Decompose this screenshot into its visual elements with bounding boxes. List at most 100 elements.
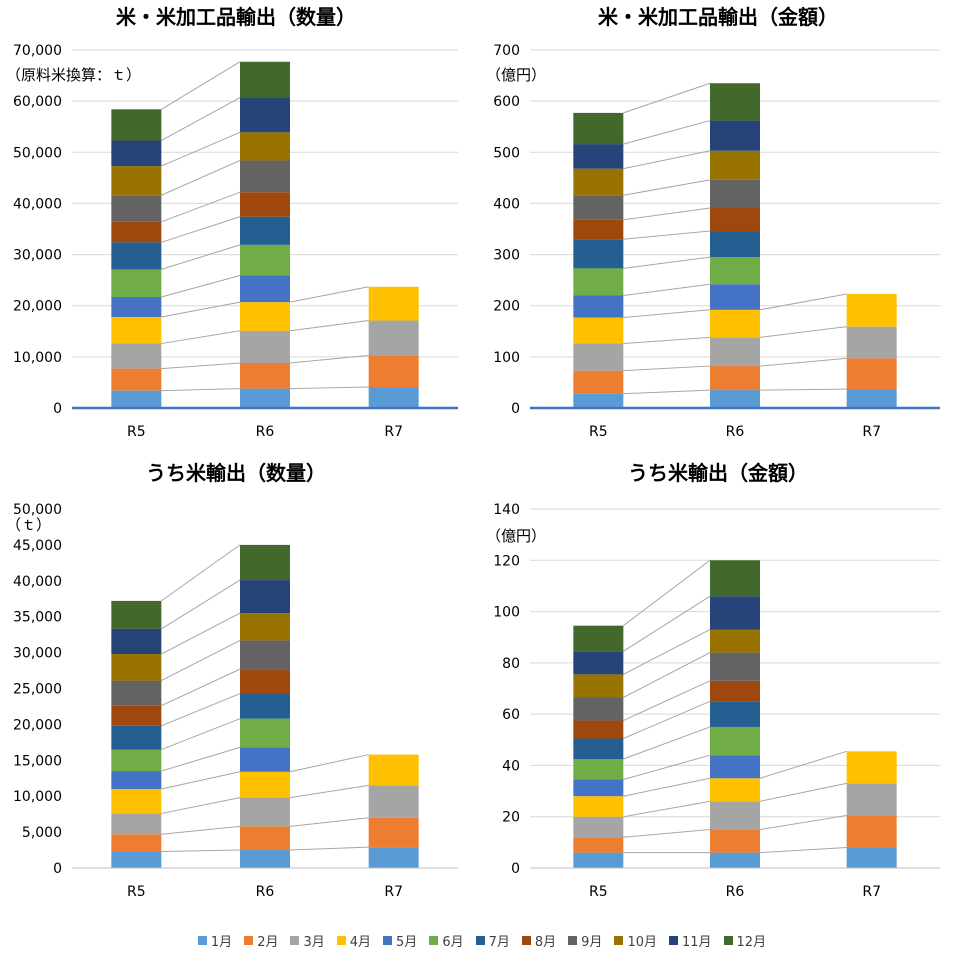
series-line <box>623 230 711 240</box>
bar-segment <box>111 600 162 629</box>
bar-segment <box>368 286 419 321</box>
series-line <box>161 191 241 223</box>
series-line <box>623 389 711 395</box>
y-tick-label: 35,000 <box>13 610 62 626</box>
series-line <box>161 301 241 318</box>
series-line <box>161 97 241 141</box>
series-line <box>289 386 369 390</box>
series-line <box>161 771 241 790</box>
series-line <box>623 365 711 372</box>
bar-segment <box>846 389 897 408</box>
bar-segment <box>573 697 624 721</box>
series-line <box>289 784 369 799</box>
y-tick-label: 30,000 <box>13 646 62 662</box>
bar-segment <box>240 718 290 748</box>
series-line <box>623 559 711 627</box>
bar-segment <box>573 295 624 318</box>
y-tick-label: 400 <box>493 196 520 212</box>
series-line <box>161 579 241 630</box>
bar-segment <box>710 120 760 151</box>
bar-segment <box>240 97 290 133</box>
legend-item-11: 11月 <box>668 931 712 950</box>
bar-segment <box>573 219 624 240</box>
series-line <box>161 693 241 727</box>
bar-segment <box>240 826 290 851</box>
bar-segment <box>240 640 290 670</box>
series-line <box>759 388 847 391</box>
bar-segment <box>368 754 419 786</box>
bar-segment <box>710 680 760 702</box>
series-line <box>623 829 711 838</box>
bar-segment <box>111 242 162 270</box>
bar-segment <box>240 330 290 363</box>
bar-segment <box>240 747 290 772</box>
y-tick-label: 40,000 <box>13 196 62 212</box>
bar-segment <box>710 337 760 367</box>
legend-label: 11月 <box>681 934 712 950</box>
x-tick-label: R6 <box>726 424 745 440</box>
legend-item-6: 6月 <box>429 931 464 950</box>
unit-label: （ｔ） <box>6 516 51 534</box>
bar-segment <box>240 669 290 694</box>
bar-segment <box>240 244 290 276</box>
bar-segment <box>710 390 760 408</box>
y-tick-label: 50,000 <box>13 502 62 518</box>
series-line <box>161 330 241 345</box>
y-tick-label: 15,000 <box>13 753 62 769</box>
bar-segment <box>111 316 162 344</box>
bar-segment <box>573 144 624 169</box>
y-tick-label: 25,000 <box>13 682 62 698</box>
x-tick-label: R7 <box>862 884 881 900</box>
y-tick-label: 0 <box>53 401 62 417</box>
series-line <box>623 179 711 196</box>
bar-segment <box>846 783 897 816</box>
y-tick-label: 20,000 <box>13 717 62 733</box>
series-line <box>623 336 711 345</box>
legend-label: 10月 <box>627 934 657 950</box>
legend-label: 3月 <box>303 934 325 950</box>
legend-swatch <box>383 935 393 945</box>
y-tick-label: 140 <box>493 502 520 518</box>
bar-segment <box>111 628 162 655</box>
legend-label: 1月 <box>210 934 233 950</box>
series-line <box>161 216 241 243</box>
bar-segment <box>111 789 162 814</box>
bar-segment <box>710 801 760 830</box>
bar-segment <box>846 358 897 390</box>
legend: 1月 2月 3月 4月 5月 6月 7月 8月 9月 10月 11月 12月 <box>0 929 964 951</box>
legend-item-5: 5月 <box>383 931 417 950</box>
legend-label: 7月 <box>488 934 510 950</box>
legend-item-4: 4月 <box>336 931 371 950</box>
series-line <box>623 207 711 221</box>
bar-segment <box>240 388 290 408</box>
legend-swatch <box>723 935 733 945</box>
bar-segment <box>710 83 760 121</box>
bar-segment <box>573 759 624 780</box>
bar-segment <box>240 132 290 161</box>
y-tick-label: 20,000 <box>13 299 62 315</box>
bar-segment <box>368 847 419 868</box>
bar-segment <box>710 726 760 756</box>
bar-segment <box>573 738 624 760</box>
y-tick-label: 20 <box>502 810 520 826</box>
bar-segment <box>240 580 290 614</box>
series-line <box>759 326 847 338</box>
series-line <box>289 320 369 332</box>
bar-segment <box>846 815 897 848</box>
series-line <box>623 700 711 739</box>
series-line <box>289 286 369 303</box>
series-line <box>623 777 711 797</box>
series-line <box>289 846 369 851</box>
bar-segment <box>111 390 162 408</box>
bar-segment <box>710 755 760 779</box>
bar-segment <box>368 785 419 818</box>
bar-segment <box>573 674 624 698</box>
bar-segment <box>111 749 162 772</box>
y-tick-label: 700 <box>493 43 520 59</box>
legend-label: 12月 <box>736 934 767 950</box>
bar-segment <box>240 797 290 827</box>
series-line <box>623 595 711 652</box>
y-tick-label: 30,000 <box>13 248 62 264</box>
y-tick-label: 10,000 <box>13 350 62 366</box>
y-tick-label: 120 <box>493 553 520 569</box>
